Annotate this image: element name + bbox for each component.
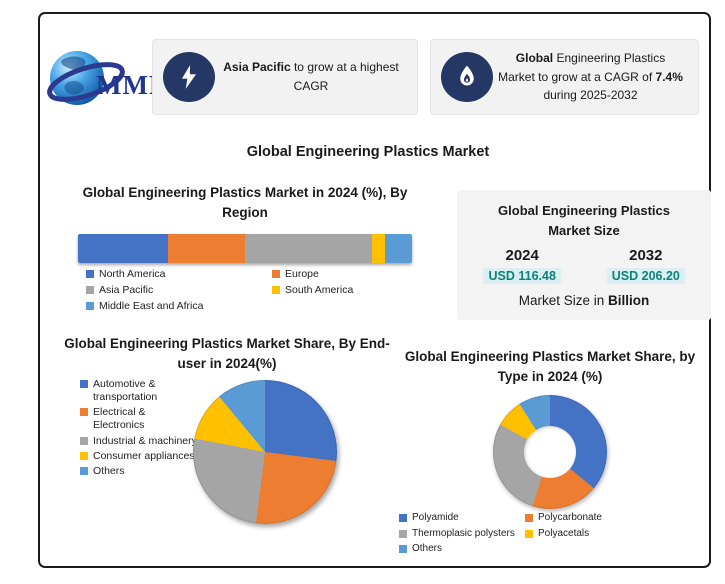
legend-label: Polyacetals: [538, 527, 590, 539]
legend-item-industrial-machinery: Industrial & machinery: [80, 435, 198, 448]
legend-label: North America: [99, 268, 166, 280]
legend-marker: [86, 302, 94, 311]
legend-item-asia-pacific: Asia Pacific: [86, 284, 268, 297]
legend-label: Industrial & machinery: [93, 434, 197, 447]
market-size-footer: Market Size in Billion: [457, 293, 711, 308]
type-donut-chart: [493, 395, 607, 509]
legend-marker: [80, 466, 88, 475]
callout-asia-pacific: Asia Pacific to grow at a highest CAGR: [152, 39, 418, 115]
callout-cagr-text: Global Engineering Plastics Market to gr…: [493, 49, 688, 105]
legend-marker: [80, 380, 88, 388]
value-2024: USD 116.48: [483, 268, 561, 284]
year-2032: 2032: [629, 247, 663, 264]
legend-item-consumer-appliances: Consumer appliances: [80, 450, 198, 463]
legend-item-middle-east-and-africa: Middle East and Africa: [86, 300, 268, 313]
legend-marker: [399, 514, 407, 522]
legend-label: Electrical & Electronics: [93, 406, 146, 432]
legend-label: Europe: [285, 268, 319, 280]
legend-item-thermoplasic-polysters: Thermoplasic polysters: [399, 528, 521, 541]
legend-label: Polycarbonate: [538, 512, 602, 523]
text-segment: Asia Pacific: [223, 60, 291, 75]
legend-item-north-america: North America: [86, 268, 268, 281]
callout-asia-pacific-text: Asia Pacific to grow at a highest CAGR: [215, 58, 407, 95]
legend-label: Automotive & transportation: [93, 378, 158, 404]
legend-marker: [399, 545, 407, 553]
legend-label: Middle East and Africa: [99, 300, 204, 313]
flame-icon: [441, 52, 493, 102]
legend-item-others: Others: [80, 465, 198, 478]
type-chart-title: Global Engineering Plastics Market Share…: [404, 349, 696, 385]
text-segment: during 2025-2032: [543, 88, 638, 103]
bar-segment-europe: [168, 234, 245, 263]
market-size-title: Global Engineering Plastics Market Size: [498, 203, 670, 238]
legend-marker: [525, 514, 533, 522]
legend-item-others: Others: [399, 543, 521, 556]
footer-prefix: Market Size in: [518, 293, 609, 308]
text-segment: Engineering Plastics Market to grow at a…: [498, 51, 666, 84]
bar-segment-middle-east-and-africa: [385, 234, 412, 263]
legend-item-automotive-transportation: Automotive & transportation: [80, 378, 198, 404]
legend-marker: [272, 270, 280, 278]
region-chart-title: Global Engineering Plastics Market in 20…: [82, 185, 408, 220]
enduser-legend: Automotive & transportation Electrical & …: [80, 377, 198, 480]
market-size-col-2032: 2032 USD 206.20: [587, 247, 704, 285]
mmr-logo: MMR: [44, 44, 168, 116]
market-size-columns: 2024 USD 116.48 2032 USD 206.20: [457, 247, 711, 285]
legend-label: Consumer appliances: [93, 449, 195, 462]
legend-marker: [80, 436, 88, 445]
callout-cagr: Global Engineering Plastics Market to gr…: [430, 39, 699, 115]
legend-label: Others: [412, 543, 443, 554]
legend-marker: [525, 529, 533, 538]
year-2024: 2024: [505, 247, 539, 264]
legend-label: South America: [285, 284, 354, 297]
legend-label: Thermoplasic polysters: [412, 527, 515, 539]
legend-marker: [86, 270, 94, 278]
legend-label: Others: [93, 464, 125, 477]
globe-icon: [47, 51, 125, 105]
text-segment: to grow at a highest CAGR: [290, 60, 399, 93]
value-2032: USD 206.20: [606, 268, 685, 284]
text-segment: Global: [515, 51, 554, 66]
enduser-pie-chart: [193, 380, 337, 524]
legend-item-polyamide: Polyamide: [399, 512, 521, 525]
legend-marker: [399, 529, 407, 538]
region-stacked-bar: [78, 234, 412, 263]
lightning-icon: [163, 52, 215, 102]
legend-label: Asia Pacific: [99, 284, 154, 297]
legend-label: Polyamide: [412, 512, 459, 523]
legend-item-polycarbonate: Polycarbonate: [525, 512, 705, 525]
enduser-chart-title: Global Engineering Plastics Market Share…: [64, 336, 390, 372]
legend-marker: [86, 286, 94, 295]
market-size-col-2024: 2024 USD 116.48: [464, 247, 581, 285]
market-size-box: Global Engineering Plastics Market Size …: [457, 190, 711, 320]
bar-segment-south-america: [371, 234, 386, 263]
text-segment: 7.4%: [655, 69, 683, 84]
footer-unit: Billion: [608, 293, 650, 308]
legend-marker: [272, 286, 280, 295]
legend-item-polyacetals: Polyacetals: [525, 528, 705, 541]
legend-item-europe: Europe: [272, 268, 416, 281]
donut-hole: [524, 426, 576, 478]
legend-item-south-america: South America: [272, 284, 416, 297]
legend-item-electrical-electronics: Electrical & Electronics: [80, 406, 198, 432]
legend-marker: [80, 408, 88, 417]
region-legend: North America Europe Asia Pacific South Ame…: [86, 267, 416, 315]
page-title: Global Engineering Plastics Market: [246, 144, 490, 160]
bar-segment-asia-pacific: [245, 234, 372, 263]
type-legend: Polyamide Polycarbonate Thermoplasic polys…: [399, 511, 705, 558]
legend-marker: [80, 451, 88, 460]
bar-segment-north-america: [78, 234, 169, 263]
